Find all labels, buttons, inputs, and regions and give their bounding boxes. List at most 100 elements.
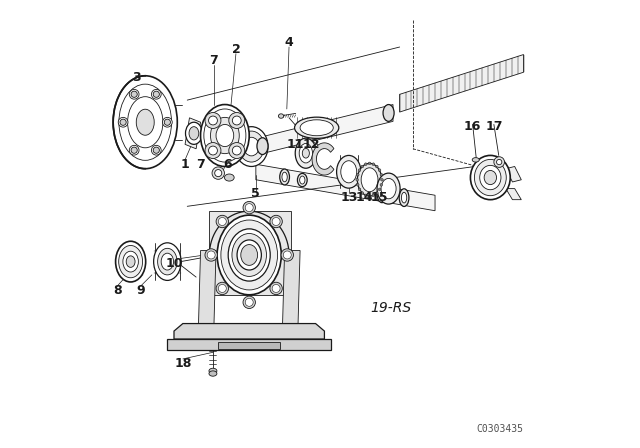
Ellipse shape <box>126 256 135 267</box>
Text: 4: 4 <box>285 36 293 49</box>
Ellipse shape <box>401 192 406 203</box>
Circle shape <box>118 117 128 127</box>
Text: 13: 13 <box>340 191 358 204</box>
Polygon shape <box>209 211 291 295</box>
Circle shape <box>218 218 227 225</box>
Ellipse shape <box>244 137 259 156</box>
Ellipse shape <box>209 371 217 376</box>
Ellipse shape <box>189 127 199 140</box>
Ellipse shape <box>204 109 246 162</box>
Circle shape <box>270 215 282 228</box>
Polygon shape <box>258 104 393 155</box>
Ellipse shape <box>298 173 307 187</box>
Ellipse shape <box>232 233 266 276</box>
Circle shape <box>153 91 159 97</box>
Circle shape <box>131 147 137 153</box>
Ellipse shape <box>113 76 177 169</box>
Circle shape <box>228 142 244 159</box>
Circle shape <box>356 178 358 181</box>
Ellipse shape <box>127 97 163 148</box>
Text: 9: 9 <box>136 284 145 297</box>
Ellipse shape <box>216 125 234 146</box>
Ellipse shape <box>383 104 394 121</box>
Circle shape <box>281 249 294 261</box>
Ellipse shape <box>217 215 282 295</box>
Circle shape <box>214 170 222 177</box>
Ellipse shape <box>118 246 143 278</box>
Circle shape <box>356 184 359 186</box>
Ellipse shape <box>228 229 270 281</box>
Bar <box>218 342 280 349</box>
Ellipse shape <box>235 127 268 167</box>
Polygon shape <box>174 323 324 339</box>
Ellipse shape <box>302 148 309 158</box>
Text: 8: 8 <box>113 284 122 297</box>
Ellipse shape <box>257 138 268 155</box>
Ellipse shape <box>300 143 312 163</box>
Ellipse shape <box>157 248 177 275</box>
Ellipse shape <box>337 155 361 188</box>
Circle shape <box>372 194 374 197</box>
Text: C0303435: C0303435 <box>477 424 524 434</box>
Circle shape <box>380 184 383 186</box>
Circle shape <box>358 188 361 191</box>
Ellipse shape <box>119 84 172 160</box>
Circle shape <box>494 157 504 168</box>
Polygon shape <box>244 127 260 159</box>
Circle shape <box>209 116 218 125</box>
Circle shape <box>497 159 502 165</box>
Text: 6: 6 <box>223 158 232 171</box>
Ellipse shape <box>361 168 378 192</box>
Ellipse shape <box>380 189 385 199</box>
Ellipse shape <box>474 159 506 196</box>
Text: 7: 7 <box>209 54 218 67</box>
Ellipse shape <box>480 165 501 190</box>
Circle shape <box>216 215 228 228</box>
Ellipse shape <box>225 174 234 181</box>
Polygon shape <box>256 164 435 211</box>
Circle shape <box>209 146 218 155</box>
Text: 10: 10 <box>165 257 183 270</box>
Circle shape <box>207 251 215 259</box>
Circle shape <box>120 119 126 125</box>
Ellipse shape <box>357 164 381 196</box>
Polygon shape <box>167 339 331 350</box>
Circle shape <box>358 169 361 172</box>
Ellipse shape <box>200 104 249 167</box>
Circle shape <box>129 145 139 155</box>
Text: 19-RS: 19-RS <box>370 301 412 315</box>
Circle shape <box>364 194 367 197</box>
Ellipse shape <box>282 172 287 182</box>
Circle shape <box>376 165 378 168</box>
Ellipse shape <box>472 158 479 162</box>
Ellipse shape <box>280 169 289 185</box>
Ellipse shape <box>484 171 497 185</box>
Circle shape <box>232 146 241 155</box>
Ellipse shape <box>161 253 173 270</box>
Ellipse shape <box>186 122 202 144</box>
Text: 17: 17 <box>486 120 504 133</box>
Ellipse shape <box>241 245 258 265</box>
Text: 16: 16 <box>464 120 481 133</box>
Circle shape <box>216 282 228 295</box>
Text: 11: 11 <box>287 138 305 151</box>
Circle shape <box>129 90 139 99</box>
Text: 15: 15 <box>371 191 388 204</box>
Text: 14: 14 <box>355 191 373 204</box>
Circle shape <box>164 119 170 125</box>
Polygon shape <box>399 55 524 112</box>
Circle shape <box>131 91 137 97</box>
Ellipse shape <box>381 178 396 199</box>
Circle shape <box>245 204 253 211</box>
Ellipse shape <box>300 176 305 184</box>
Text: 3: 3 <box>132 72 141 85</box>
Circle shape <box>361 165 364 168</box>
Circle shape <box>380 173 383 176</box>
Circle shape <box>372 163 374 165</box>
Ellipse shape <box>209 368 217 374</box>
Ellipse shape <box>221 220 278 290</box>
Text: 7: 7 <box>196 158 205 171</box>
Circle shape <box>243 296 255 309</box>
Circle shape <box>356 173 359 176</box>
Polygon shape <box>506 167 522 182</box>
